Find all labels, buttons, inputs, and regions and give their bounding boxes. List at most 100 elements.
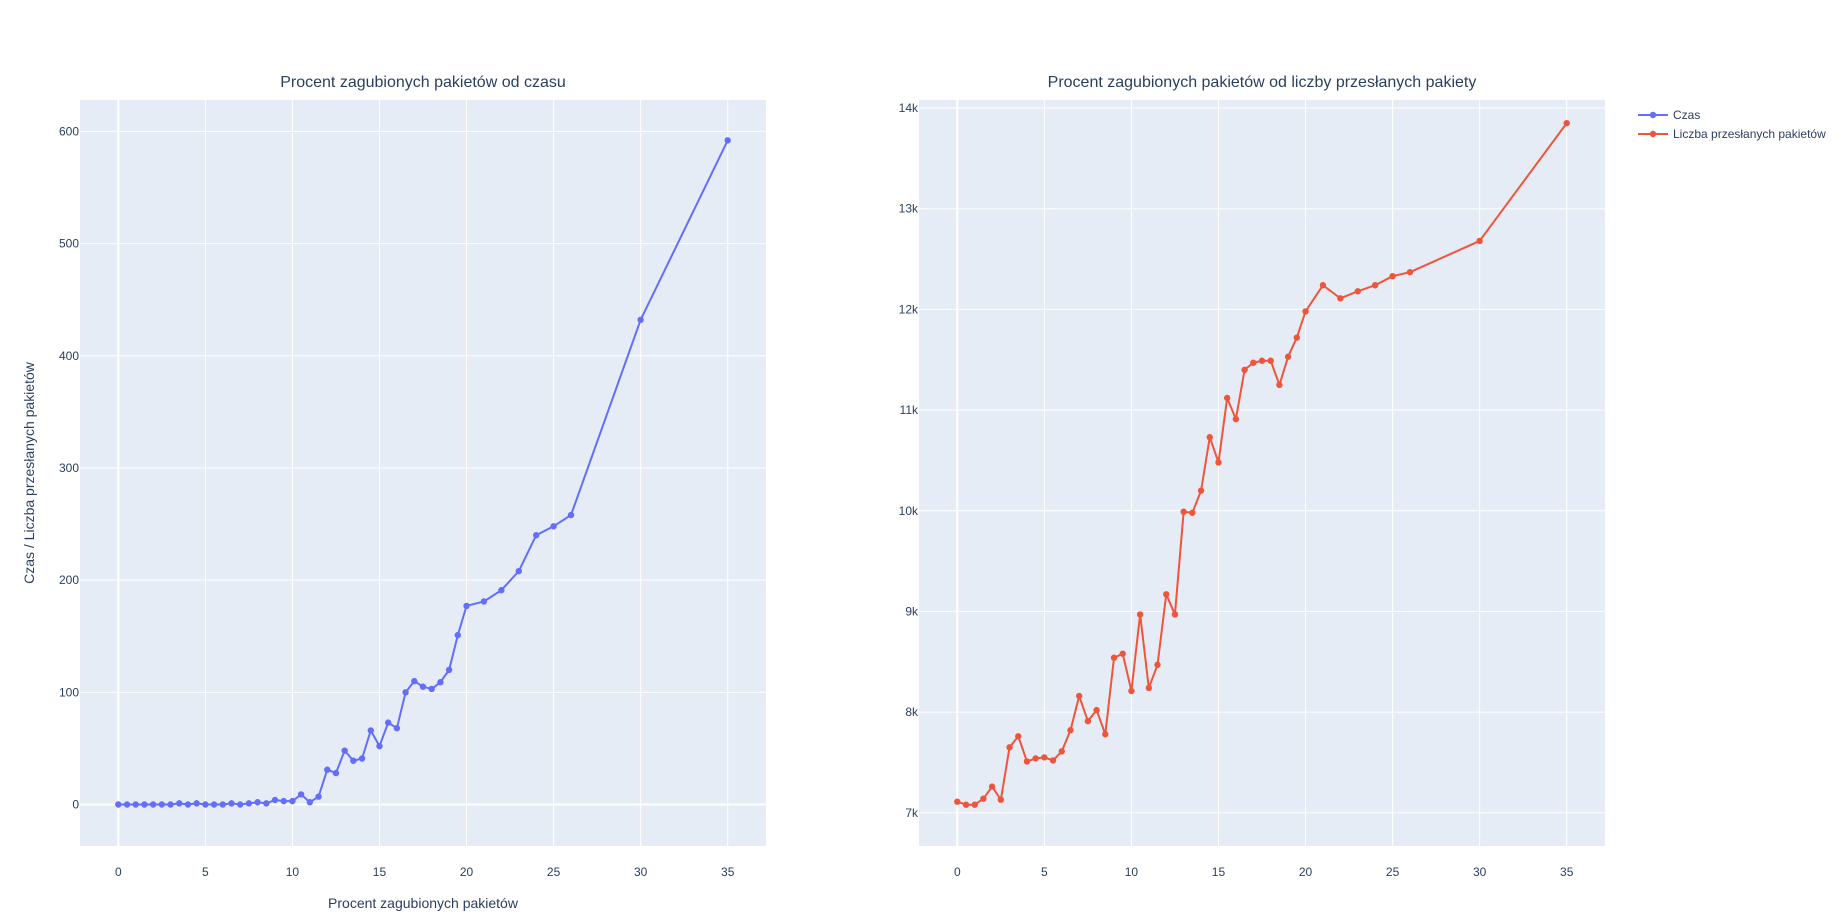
- data-point[interactable]: [1154, 661, 1161, 668]
- data-point[interactable]: [567, 511, 575, 519]
- data-point[interactable]: [1241, 366, 1248, 374]
- data-point[interactable]: [158, 801, 166, 808]
- data-point[interactable]: [384, 719, 392, 726]
- data-point[interactable]: [437, 679, 444, 686]
- data-point[interactable]: [1197, 487, 1205, 494]
- data-point[interactable]: [980, 795, 987, 802]
- data-point[interactable]: [724, 137, 731, 144]
- data-point[interactable]: [1319, 282, 1327, 289]
- data-point[interactable]: [1084, 717, 1092, 725]
- data-point[interactable]: [306, 799, 314, 806]
- data-point[interactable]: [1049, 757, 1057, 764]
- data-point[interactable]: [454, 631, 462, 639]
- data-point[interactable]: [1250, 359, 1257, 366]
- data-point[interactable]: [1023, 758, 1031, 765]
- data-point[interactable]: [1128, 687, 1135, 695]
- data-point[interactable]: [515, 567, 522, 575]
- data-point[interactable]: [1223, 394, 1231, 402]
- data-point[interactable]: [289, 797, 296, 805]
- data-point[interactable]: [1276, 381, 1283, 389]
- data-point[interactable]: [132, 801, 139, 808]
- data-point[interactable]: [115, 801, 122, 808]
- data-point[interactable]: [1215, 459, 1222, 466]
- legend-item[interactable]: Czas: [1638, 108, 1700, 122]
- data-point[interactable]: [954, 798, 961, 805]
- data-point[interactable]: [411, 677, 418, 685]
- data-point[interactable]: [498, 587, 505, 594]
- data-point[interactable]: [402, 689, 409, 696]
- data-point[interactable]: [1563, 119, 1570, 127]
- data-point[interactable]: [350, 757, 357, 764]
- data-point[interactable]: [254, 799, 261, 806]
- data-point[interactable]: [1302, 308, 1309, 315]
- data-point[interactable]: [193, 800, 200, 807]
- data-point[interactable]: [1267, 357, 1274, 364]
- data-point[interactable]: [1232, 415, 1240, 423]
- data-point[interactable]: [445, 666, 453, 674]
- data-point[interactable]: [184, 801, 192, 808]
- data-point[interactable]: [1284, 353, 1292, 360]
- data-point[interactable]: [1015, 733, 1022, 740]
- data-point[interactable]: [367, 727, 374, 734]
- data-point[interactable]: [376, 742, 383, 750]
- data-point[interactable]: [1371, 282, 1379, 289]
- data-point[interactable]: [1110, 654, 1118, 661]
- data-point[interactable]: [1171, 611, 1179, 618]
- data-point[interactable]: [1406, 268, 1414, 276]
- data-point[interactable]: [532, 532, 540, 539]
- data-point[interactable]: [971, 801, 978, 808]
- data-point[interactable]: [419, 683, 427, 690]
- data-point[interactable]: [997, 796, 1005, 803]
- data-point[interactable]: [1041, 754, 1048, 761]
- data-point[interactable]: [167, 801, 174, 808]
- data-point[interactable]: [263, 800, 270, 807]
- data-point[interactable]: [1258, 357, 1266, 364]
- data-point[interactable]: [341, 747, 348, 754]
- data-point[interactable]: [1093, 706, 1100, 714]
- data-point[interactable]: [358, 755, 366, 762]
- data-point[interactable]: [1163, 591, 1170, 598]
- data-point[interactable]: [1180, 508, 1187, 515]
- data-point[interactable]: [1337, 295, 1344, 302]
- data-point[interactable]: [1102, 731, 1109, 738]
- data-point[interactable]: [1075, 692, 1083, 700]
- data-point[interactable]: [324, 766, 331, 773]
- data-point[interactable]: [315, 793, 322, 800]
- data-point[interactable]: [280, 797, 287, 805]
- data-point[interactable]: [1067, 727, 1074, 734]
- data-point[interactable]: [1354, 288, 1361, 295]
- data-point[interactable]: [1058, 748, 1065, 755]
- data-point[interactable]: [332, 769, 340, 777]
- data-point[interactable]: [176, 800, 183, 807]
- legend[interactable]: Czas Liczba przesłanych pakietów: [1638, 108, 1826, 141]
- data-point[interactable]: [1032, 755, 1039, 762]
- data-point[interactable]: [550, 523, 557, 530]
- data-point[interactable]: [219, 801, 226, 808]
- data-point[interactable]: [228, 800, 235, 807]
- data-point[interactable]: [637, 316, 644, 324]
- data-point[interactable]: [463, 602, 470, 610]
- data-point[interactable]: [236, 801, 244, 808]
- data-point[interactable]: [202, 801, 209, 808]
- data-point[interactable]: [428, 685, 435, 693]
- data-point[interactable]: [1206, 434, 1213, 441]
- data-point[interactable]: [988, 783, 996, 790]
- data-point[interactable]: [297, 791, 305, 798]
- data-point[interactable]: [1119, 650, 1126, 657]
- data-point[interactable]: [480, 598, 488, 605]
- data-point[interactable]: [1136, 611, 1144, 618]
- data-point[interactable]: [271, 796, 279, 804]
- data-point[interactable]: [245, 800, 253, 807]
- data-point[interactable]: [149, 801, 157, 808]
- data-point[interactable]: [962, 801, 970, 808]
- data-point[interactable]: [123, 801, 131, 808]
- data-point[interactable]: [1476, 237, 1483, 245]
- data-point[interactable]: [1389, 272, 1396, 280]
- data-point[interactable]: [1293, 334, 1301, 341]
- data-point[interactable]: [141, 801, 148, 808]
- data-point[interactable]: [1006, 744, 1013, 751]
- data-point[interactable]: [1145, 684, 1153, 692]
- data-point[interactable]: [210, 801, 218, 808]
- data-point[interactable]: [393, 725, 401, 732]
- data-point[interactable]: [1189, 509, 1196, 516]
